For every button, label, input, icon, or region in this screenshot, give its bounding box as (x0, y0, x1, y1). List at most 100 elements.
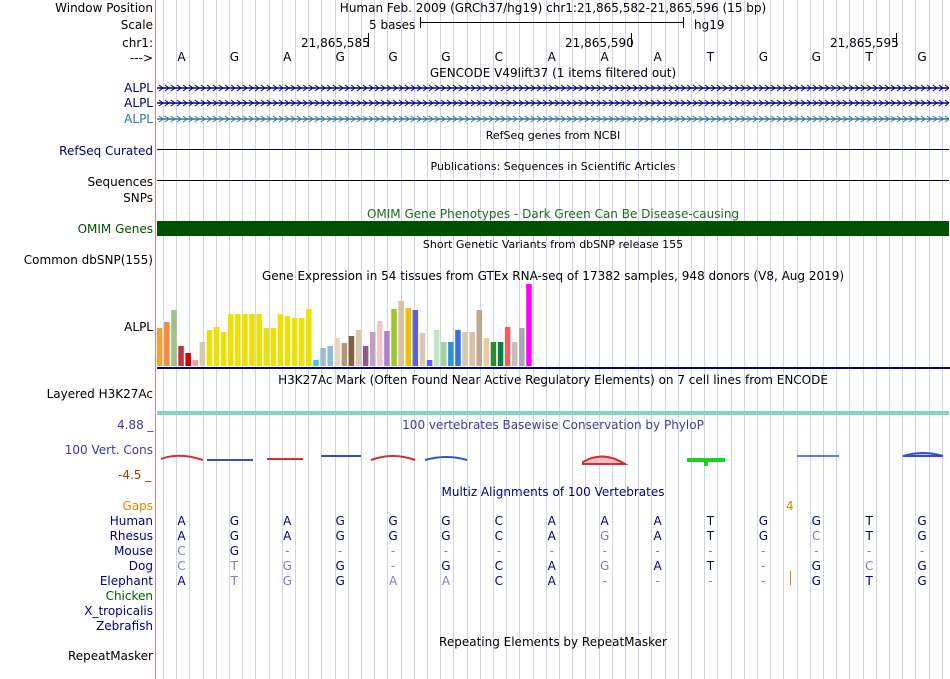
gtex-tissue-bar[interactable] (242, 314, 248, 366)
gtex-tissue-bar[interactable] (171, 310, 177, 366)
gtex-tissue-bar[interactable] (370, 332, 376, 366)
gtex-tissue-bar[interactable] (483, 338, 490, 366)
gtex-tissue-bar[interactable] (497, 342, 504, 366)
gtex-tissue-bar[interactable] (469, 332, 475, 366)
phylop-track-title[interactable]: 100 vertebrates Basewise Conservation by… (402, 418, 704, 432)
gtex-tissue-bar[interactable] (398, 301, 404, 366)
repeatmasker-track-title[interactable]: Repeating Elements by RepeatMasker (439, 635, 667, 649)
guide-line (269, 0, 270, 679)
gtex-tissue-bar[interactable] (426, 360, 433, 366)
gtex-tissue-bar[interactable] (455, 330, 461, 366)
gencode-gene-label-2[interactable]: ALPL (124, 96, 153, 110)
gencode-gene-3[interactable] (157, 114, 949, 124)
gtex-tissue-bar[interactable] (185, 353, 191, 366)
h3k27ac-track-title[interactable]: H3K27Ac Mark (Often Found Near Active Re… (278, 373, 828, 387)
omim-gene-bar[interactable] (157, 221, 949, 236)
gtex-track-title[interactable]: Gene Expression in 54 tissues from GTEx … (261, 269, 845, 283)
gtex-tissue-bar[interactable] (277, 314, 284, 366)
gencode-gene-2[interactable] (157, 98, 949, 108)
gaps-label[interactable]: Gaps (122, 499, 153, 513)
h3k27ac-signal[interactable] (157, 411, 949, 415)
dbsnp-label[interactable]: Common dbSNP(155) (23, 253, 153, 267)
gtex-tissue-bar[interactable] (235, 314, 241, 366)
gtex-tissue-bar[interactable] (362, 346, 369, 366)
phylop-plot[interactable] (157, 448, 949, 472)
repeatmasker-label[interactable]: RepeatMasker (67, 649, 153, 663)
guide-line (440, 0, 441, 679)
gtex-tissue-bar[interactable] (306, 309, 312, 366)
gtex-tissue-bar[interactable] (327, 346, 333, 366)
gtex-tissue-bar[interactable] (341, 343, 348, 366)
gtex-tissue-bar[interactable] (476, 310, 483, 366)
gtex-tissue-bar[interactable] (419, 333, 426, 366)
species-label[interactable]: Chicken (105, 589, 153, 603)
gtex-tissue-bar[interactable] (192, 360, 199, 366)
species-label[interactable]: Zebrafish (96, 619, 153, 633)
gtex-tissue-bar[interactable] (313, 360, 319, 366)
gtex-tissue-bar[interactable] (256, 314, 262, 366)
window-position-text[interactable]: Human Feb. 2009 (GRCh37/hg19) chr1:21,86… (339, 1, 767, 15)
gtex-tissue-bar[interactable] (199, 342, 206, 366)
species-label[interactable]: Rhesus (109, 529, 153, 543)
gtex-tissue-bar[interactable] (206, 330, 213, 366)
gtex-tissue-bar[interactable] (504, 327, 511, 366)
gtex-tissue-bar[interactable] (228, 314, 234, 366)
dbsnp-track-title[interactable]: Short Genetic Variants from dbSNP releas… (422, 238, 684, 251)
gtex-bar-chart[interactable] (155, 284, 950, 370)
h3k27ac-label[interactable]: Layered H3K27Ac (46, 387, 153, 401)
species-label[interactable]: Elephant (99, 574, 153, 588)
gtex-tissue-bar[interactable] (164, 322, 170, 366)
omim-label[interactable]: OMIM Genes (77, 222, 153, 236)
snps-label[interactable]: SNPs (123, 191, 153, 205)
species-label[interactable]: X_tropicalis (84, 604, 153, 618)
multiz-track-title[interactable]: Multiz Alignments of 100 Vertebrates (441, 485, 665, 499)
gtex-tissue-bar[interactable] (526, 284, 532, 366)
gtex-tissue-bar[interactable] (405, 308, 412, 366)
omim-track-title[interactable]: OMIM Gene Phenotypes - Dark Green Can Be… (366, 207, 740, 221)
publications-track-title[interactable]: Publications: Sequences in Scientific Ar… (430, 160, 676, 173)
gtex-tissue-bar[interactable] (320, 348, 326, 366)
gtex-tissue-bar[interactable] (334, 338, 341, 366)
sequences-label[interactable]: Sequences (87, 175, 153, 189)
gtex-tissue-bar[interactable] (284, 316, 291, 366)
gencode-gene-label-3[interactable]: ALPL (124, 112, 153, 126)
gtex-tissue-bar[interactable] (391, 309, 397, 366)
species-label[interactable]: Dog (128, 559, 153, 573)
gtex-tissue-bar[interactable] (291, 318, 298, 366)
species-label[interactable]: Mouse (114, 544, 153, 558)
alignment-base: - (602, 574, 607, 588)
gencode-gene-label-1[interactable]: ALPL (124, 81, 153, 95)
gtex-tissue-bar[interactable] (441, 342, 447, 366)
alignment-base: A (547, 514, 556, 528)
gtex-tissue-bar[interactable] (448, 342, 454, 366)
gtex-tissue-bar[interactable] (512, 342, 518, 366)
gtex-tissue-bar[interactable] (178, 346, 184, 366)
phylop-label[interactable]: 100 Vert. Cons (64, 443, 153, 457)
gtex-tissue-bar[interactable] (490, 342, 497, 366)
gtex-tissue-bar[interactable] (157, 328, 163, 366)
gencode-gene-1[interactable] (157, 83, 949, 93)
gtex-label[interactable]: ALPL (124, 320, 153, 334)
species-label[interactable]: Human (109, 514, 153, 528)
gtex-tissue-bar[interactable] (377, 321, 383, 366)
refseq-label[interactable]: RefSeq Curated (59, 144, 153, 158)
gtex-tissue-bar[interactable] (433, 330, 440, 366)
gtex-tissue-bar[interactable] (462, 332, 468, 366)
gtex-tissue-bar[interactable] (213, 327, 220, 366)
gencode-track-title[interactable]: GENCODE V49lift37 (1 items filtered out) (429, 66, 677, 80)
gtex-tissue-bar[interactable] (270, 328, 277, 366)
gtex-tissue-bar[interactable] (348, 336, 355, 366)
gtex-tissue-bar[interactable] (412, 310, 419, 366)
refseq-track-title[interactable]: RefSeq genes from NCBI (485, 129, 621, 142)
gtex-tissue-bar[interactable] (220, 332, 227, 366)
gtex-tissue-bar[interactable] (355, 330, 362, 366)
gtex-tissue-bar[interactable] (384, 331, 390, 366)
gtex-tissue-bar[interactable] (249, 314, 255, 366)
gtex-tissue-bar[interactable] (519, 328, 525, 366)
base-letter: A (177, 50, 186, 64)
gtex-tissue-bar[interactable] (299, 318, 305, 366)
alignment-base: G (229, 529, 239, 543)
alignment-base: A (547, 574, 556, 588)
gtex-tissue-bar[interactable] (263, 328, 270, 366)
